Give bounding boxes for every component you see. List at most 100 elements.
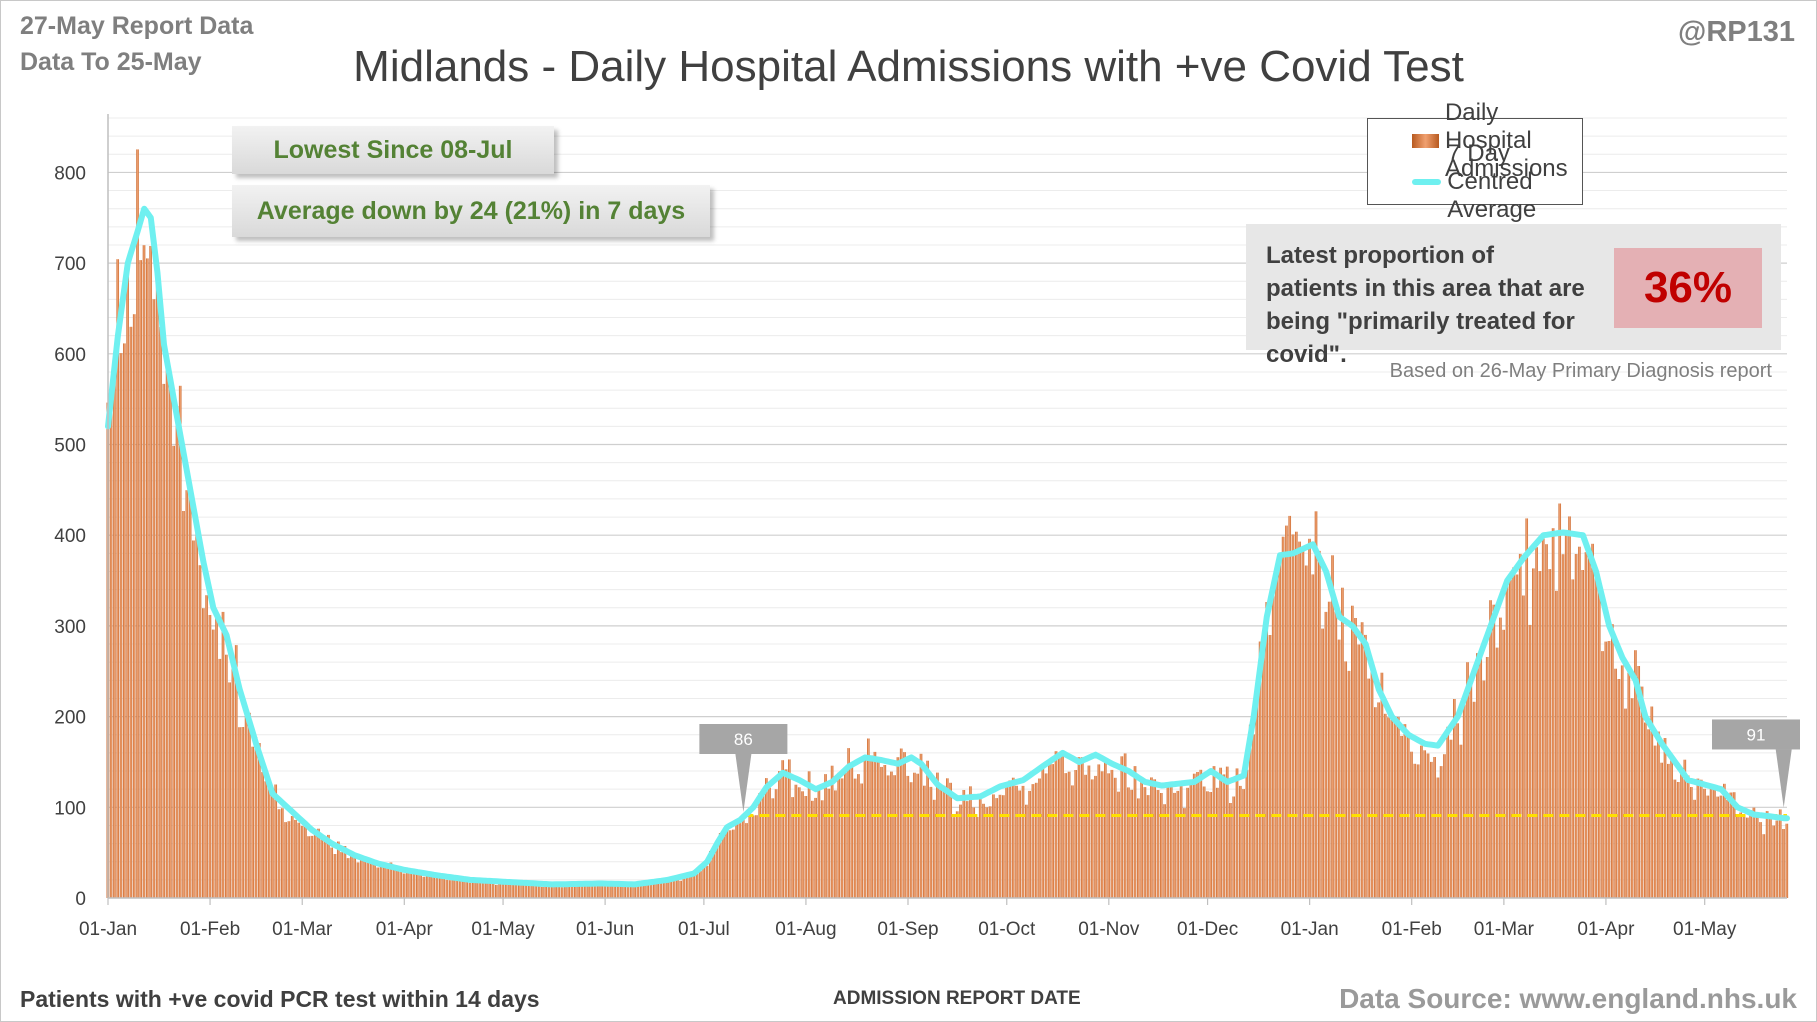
admission-bar [830,765,834,898]
admission-bar [847,748,850,898]
admission-bar [738,823,742,898]
admission-bar [1568,516,1571,898]
admission-bar [1048,761,1051,898]
admission-bar [919,753,923,898]
bars-series [106,149,1789,899]
admission-bar [254,737,258,898]
admission-bar [169,374,172,898]
admission-bar [488,882,492,898]
admission-bar [323,839,327,898]
admission-bar [735,823,738,898]
admission-bar [333,854,337,898]
admission-bar [1775,820,1779,898]
admission-bar [1281,536,1285,898]
admission-bar [389,862,393,898]
admission-bar [702,867,706,898]
admission-bar [1331,555,1334,898]
admission-bar [373,860,376,898]
x-tick-label: 01-Nov [1078,919,1140,940]
x-tick-label: 01-Mar [272,919,333,940]
admission-bar [1271,592,1275,898]
admission-bar [1439,766,1443,898]
admission-bar [366,861,370,898]
admission-bar [748,813,752,898]
admission-bar [1071,785,1074,898]
admission-bar [1449,739,1453,898]
admission-bar [162,383,166,898]
admission-bar [1186,787,1189,898]
admission-bar [277,809,281,898]
lowest-since-text: Lowest Since 08-Jul [273,135,513,164]
admission-bar [778,771,781,898]
admission-bar [172,445,176,898]
admission-bar [1002,795,1005,898]
admission-bar [712,851,715,898]
admission-bar [1117,791,1120,898]
admission-bar [1769,816,1772,898]
admission-bar [804,796,808,898]
admission-bar [1456,723,1459,898]
admission-bar [1067,771,1071,898]
admission-bar [797,787,801,898]
y-tick-label: 300 [54,617,86,638]
admission-bar [244,713,248,898]
admission-bar [1588,548,1591,898]
admission-bar [741,819,745,898]
admission-bar [1670,755,1673,898]
admission-bar [695,873,699,898]
admission-bar [524,884,528,898]
y-tick-label: 100 [54,798,86,819]
admission-bar [1634,650,1637,898]
admission-bar [1321,628,1324,898]
admission-bar [1015,785,1018,898]
admission-bar [363,857,366,898]
admission-bar [1169,784,1173,898]
admission-bar [1275,575,1278,898]
admission-bar [396,868,399,898]
admission-bar [1535,547,1538,898]
admission-bar [1387,717,1390,898]
admission-bar [1113,777,1117,898]
admission-bar [478,881,482,898]
admission-bar [1357,644,1361,898]
admission-bar [1123,753,1127,898]
admission-bar [853,778,857,898]
admission-bar [1110,769,1114,898]
admission-bar [1558,503,1562,898]
admission-bar [274,784,278,898]
admission-bar [722,836,725,898]
admission-bar [1522,595,1525,898]
admission-bar [745,823,748,898]
admission-bar [1578,546,1581,898]
x-tick-label: 01-Feb [180,919,240,940]
admission-bar [211,629,215,898]
admission-bar [876,761,880,898]
admission-bar [870,755,873,898]
admission-bar [386,864,390,898]
admission-bar [774,789,778,898]
admission-bar [817,790,821,898]
admission-bar [633,886,636,898]
admission-bar [1548,569,1552,898]
admission-bar [1018,790,1022,898]
admission-bar [1591,543,1594,898]
admission-bar [330,847,334,898]
primary-diagnosis-percent: 36% [1614,248,1762,328]
legend-line-label: 7 Day Centred Average [1447,140,1537,223]
admission-bar [857,774,860,898]
admission-bar [304,827,307,898]
admission-bar [287,821,291,898]
admission-bar [896,757,900,898]
admission-bar [1732,792,1736,898]
admission-bar [202,608,205,898]
admission-bar [142,245,146,898]
admission-bar [567,882,571,898]
admission-bar [975,817,979,898]
admission-bar [1538,571,1542,898]
legend: Daily Hospital Admissions 7 Day Centred … [1367,99,1583,223]
admission-bar [903,752,906,898]
admission-bar [511,884,515,898]
admission-bar [771,798,775,898]
admission-bar [498,881,501,898]
admission-bar [1420,745,1423,898]
